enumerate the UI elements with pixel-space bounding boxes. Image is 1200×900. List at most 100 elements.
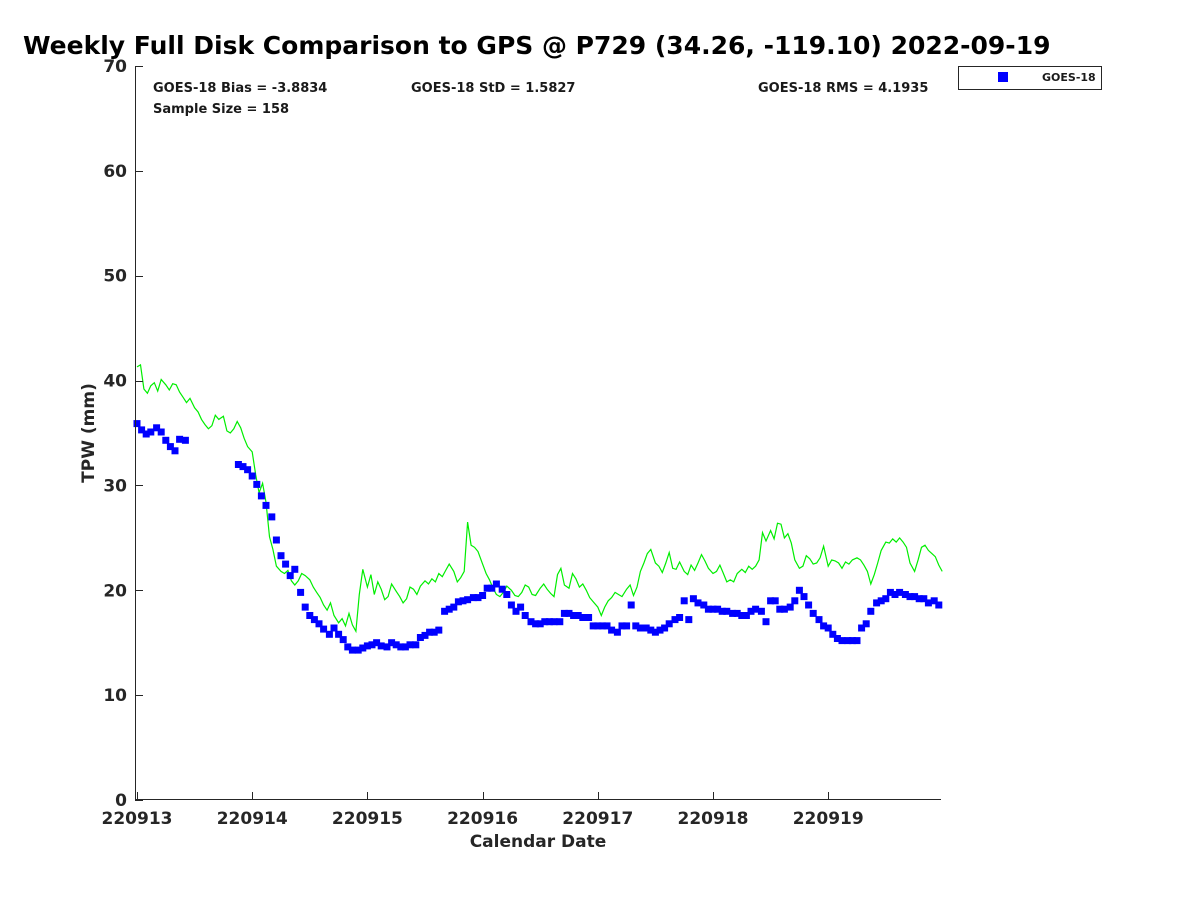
goes-18-point (791, 597, 799, 605)
goes-18-point (838, 637, 846, 645)
goes-18-point (800, 593, 808, 601)
goes-18-point (930, 597, 938, 605)
goes-18-point (780, 605, 788, 613)
goes-18-point (824, 624, 832, 632)
legend-marker-goes-18 (998, 72, 1008, 82)
goes-18-point (829, 630, 837, 638)
goes-18-point (613, 628, 621, 636)
goes-18-point (527, 618, 535, 626)
goes-18-point (392, 641, 400, 649)
goes-18-point (339, 636, 347, 644)
goes-18-point (435, 626, 443, 634)
goes-18-point (906, 593, 914, 601)
legend-entry-goes-18: GOES-18 (1042, 71, 1096, 84)
goes-18-point (598, 622, 606, 630)
goes-18-point (492, 580, 500, 588)
goes-18-point (858, 624, 866, 632)
goes-18-point (579, 614, 587, 621)
goes-18-point (594, 622, 602, 630)
goes-18-point (896, 588, 904, 596)
goes-18-point (401, 643, 409, 651)
goes-18-point (498, 585, 506, 593)
goes-18-point (891, 591, 899, 598)
goes-18-point (709, 605, 717, 613)
goes-18-point (550, 618, 558, 626)
x-tick-label: 220918 (678, 809, 749, 829)
legend-box (958, 66, 1102, 90)
goes-18-point (268, 513, 276, 521)
goes-18-point (757, 607, 765, 615)
x-axis-label: Calendar Date (470, 832, 607, 852)
goes-18-point (147, 428, 155, 436)
goes-18-series-layer (133, 420, 943, 654)
goes-18-point (815, 616, 823, 624)
goes-18-point (877, 597, 885, 605)
goes-18-point (354, 646, 362, 654)
y-tick-label: 20 (103, 581, 127, 601)
goes-18-point (301, 603, 309, 611)
goes-18-point (272, 536, 280, 544)
goes-18-point (176, 435, 184, 443)
goes-18-point (733, 609, 741, 617)
goes-18-point (325, 630, 333, 638)
goes-18-point (805, 601, 813, 609)
gps-series-layer (136, 363, 943, 634)
goes-18-point (181, 436, 189, 444)
goes-18-point (694, 599, 702, 607)
goes-18-point (359, 644, 367, 652)
goes-18-point (680, 597, 688, 605)
x-tick-label: 220915 (332, 809, 403, 829)
goes-18-point (483, 584, 491, 592)
goes-18-point (647, 626, 655, 634)
goes-18-point (469, 594, 477, 602)
goes-18-point (234, 461, 242, 468)
gps-tpw-line (136, 363, 943, 634)
goes-18-point (297, 588, 305, 596)
goes-18-point (809, 609, 817, 617)
goes-18-point (882, 595, 890, 603)
goes-18-point (651, 628, 659, 636)
goes-18-point (565, 609, 573, 617)
goes-18-point (310, 616, 318, 624)
goes-18-point (786, 603, 794, 611)
goes-18-point (133, 420, 141, 428)
y-tick-label: 50 (103, 267, 127, 287)
goes-18-point (397, 643, 405, 651)
goes-18-point (767, 597, 775, 605)
goes-18-point (560, 609, 568, 617)
goes-18-point (454, 598, 462, 606)
goes-18-point (373, 639, 381, 647)
goes-18-point (920, 595, 928, 603)
goes-18-point (795, 586, 803, 594)
goes-18-point (388, 639, 396, 647)
goes-18-point (618, 622, 626, 630)
goes-18-point (723, 607, 731, 615)
goes-18-point (464, 596, 472, 604)
goes-18-point (282, 560, 290, 568)
rms-stat: GOES-18 RMS = 4.1935 (758, 81, 928, 96)
chart-title: Weekly Full Disk Comparison to GPS @ P72… (23, 31, 1050, 60)
goes-18-point (729, 609, 737, 617)
goes-18-point (853, 637, 861, 645)
goes-18-point (512, 607, 520, 615)
goes-18-point (924, 599, 932, 607)
goes-18-point (873, 599, 881, 607)
goes-18-point (335, 630, 343, 638)
goes-18-point (642, 624, 650, 632)
goes-18-point (277, 552, 285, 560)
y-axis-label: TPW (mm) (79, 383, 99, 483)
goes-18-point (344, 643, 352, 651)
plot-area (133, 363, 943, 654)
goes-18-point (426, 628, 434, 636)
goes-18-point (676, 614, 684, 621)
goes-18-point (517, 603, 525, 611)
x-tick-label: 220914 (217, 809, 288, 829)
goes-18-point (248, 472, 256, 480)
goes-18-point (689, 595, 697, 603)
goes-18-point (348, 646, 356, 654)
goes-18-point (157, 428, 165, 436)
goes-18-point (306, 612, 314, 619)
goes-18-point (503, 591, 511, 598)
goes-18-point (848, 637, 856, 645)
